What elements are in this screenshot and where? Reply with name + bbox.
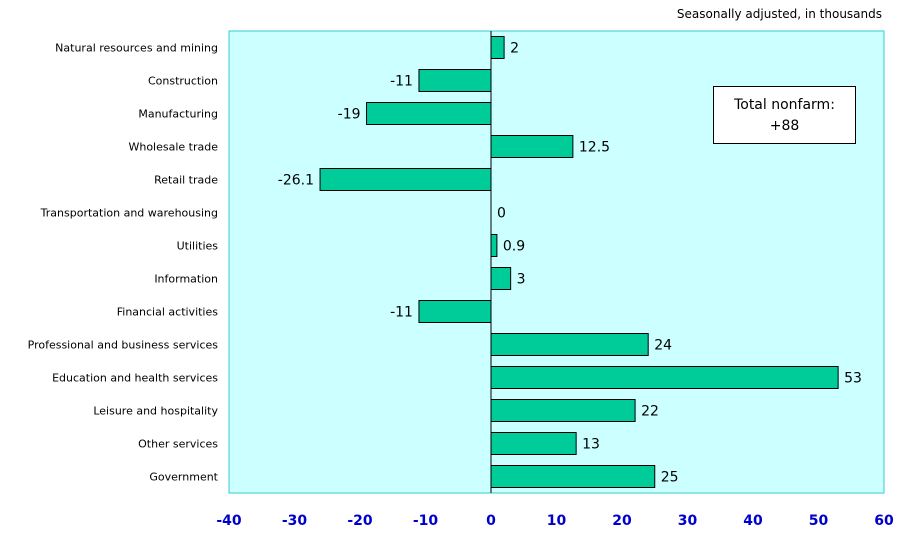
x-axis-ticks: -40 -30 -20 -10 0 10 20 30 40 50 60 (216, 513, 894, 529)
bar (490, 465, 656, 488)
value-label: 25 (661, 470, 679, 486)
bar (366, 102, 492, 125)
bar (490, 135, 574, 158)
category-label: Retail trade (154, 174, 218, 187)
value-label: 2 (510, 41, 519, 57)
category-label: Professional and business services (28, 339, 219, 352)
category-label: Utilities (177, 240, 219, 253)
x-tick-label: -20 (347, 513, 373, 529)
bar (418, 300, 492, 323)
x-tick-label: -40 (216, 513, 242, 529)
bar (490, 432, 577, 455)
x-tick-label: 20 (612, 513, 632, 529)
value-label: -11 (390, 74, 413, 90)
x-tick-label: 10 (547, 513, 567, 529)
category-label: Manufacturing (138, 108, 218, 121)
value-label: 53 (844, 371, 862, 387)
x-tick-label: 30 (678, 513, 698, 529)
x-tick-label: 40 (743, 513, 763, 529)
category-label: Other services (138, 438, 218, 451)
value-label: 0.9 (503, 239, 525, 255)
category-label: Information (154, 273, 218, 286)
value-label: 3 (517, 272, 526, 288)
x-tick-label: 0 (486, 513, 496, 529)
bar (490, 234, 498, 257)
category-label: Financial activities (117, 306, 219, 319)
category-label: Education and health services (52, 372, 218, 385)
category-label: Government (149, 471, 218, 484)
category-label: Transportation and warehousing (40, 207, 218, 220)
category-label: Natural resources and mining (55, 42, 218, 55)
bar (319, 168, 492, 191)
x-tick-label: 60 (874, 513, 894, 529)
bar (490, 36, 505, 59)
total-nonfarm-box: Total nonfarm: +88 (713, 86, 856, 144)
x-tick-label: 50 (809, 513, 829, 529)
x-tick-label: -30 (282, 513, 308, 529)
bar (418, 69, 492, 92)
x-tick-label: -10 (413, 513, 439, 529)
category-label: Leisure and hospitality (93, 405, 218, 418)
bar (490, 267, 512, 290)
category-label: Wholesale trade (128, 141, 218, 154)
value-label: 13 (582, 437, 600, 453)
bar (490, 366, 839, 389)
value-label: 24 (654, 338, 672, 354)
value-label: -26.1 (278, 173, 314, 189)
bar (490, 399, 636, 422)
value-label: 0 (497, 206, 506, 222)
category-label: Construction (148, 75, 218, 88)
bar (490, 333, 649, 356)
total-nonfarm-value: +88 (769, 118, 800, 134)
value-label: 22 (641, 404, 659, 420)
chart-subtitle: Seasonally adjusted, in thousands (676, 7, 882, 21)
value-label: -19 (338, 107, 361, 123)
total-nonfarm-label: Total nonfarm: (734, 97, 835, 113)
value-labels: 2 -11 -19 12.5 -26.1 0 0.9 3 -11 24 53 22 13 25 (278, 41, 862, 486)
value-label: -11 (390, 305, 413, 321)
category-labels: Natural resources and mining Construction… (28, 42, 219, 484)
value-label: 12.5 (579, 140, 610, 156)
